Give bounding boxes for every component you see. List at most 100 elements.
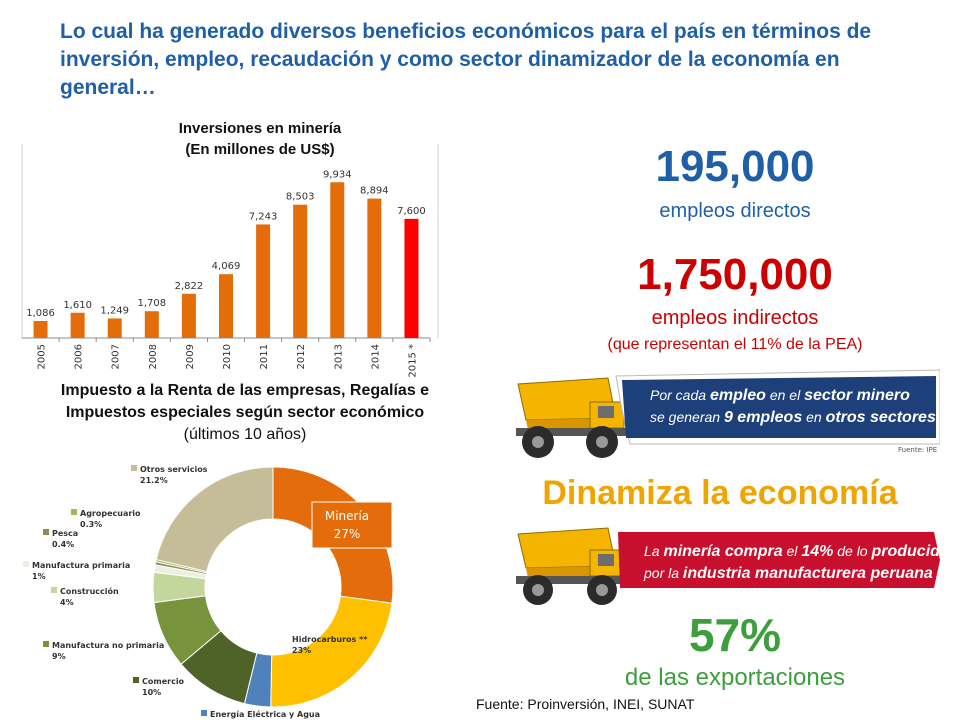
legend-swatch <box>43 529 49 535</box>
slice-name: Agropecuario <box>80 509 141 518</box>
banner2-text-1d: 14% <box>801 543 833 560</box>
slice-pct: 0.3% <box>80 520 102 529</box>
indirect-jobs-note: (que representan el 11% de la PEA) <box>607 336 863 353</box>
banner1-source: Fuente: IPE <box>898 446 937 454</box>
bar-category-label: 2012 <box>296 344 307 369</box>
banner1-text-1a: Por cada <box>650 387 710 403</box>
legend-swatch <box>71 509 77 515</box>
bar-category-label: 2014 <box>370 344 381 369</box>
bar-chart-title-line2: (En millones de US$) <box>185 141 335 158</box>
slice-name: Otros servicios <box>140 465 208 474</box>
slice-pct: 9% <box>52 652 66 661</box>
donut-legend-label: Construcción 4% <box>51 586 119 607</box>
banner1-text-2d: otros sectores <box>826 409 936 426</box>
dump-truck-icon <box>516 527 628 605</box>
jobs-banner: Por cada empleo en el sector minero se g… <box>516 369 940 458</box>
legend-swatch <box>131 465 137 471</box>
bar <box>33 320 48 338</box>
banner2-text-2a: por la <box>643 565 683 581</box>
donut-legend-label: Agropecuario 0.3% <box>71 509 141 529</box>
banner2-text-2b: industria manufacturera peruana <box>683 565 933 582</box>
bar <box>181 293 196 338</box>
bar <box>367 198 382 338</box>
pie-chart-title-line1: Impuesto a la Renta de las empresas, Reg… <box>60 382 430 399</box>
slice-pct: 10% <box>142 688 161 697</box>
mineria-callout: Minería 27% <box>311 501 393 549</box>
banner1-line2: se generan 9 empleos en otros sectores <box>650 409 936 426</box>
bar <box>70 312 85 338</box>
bar <box>293 204 308 338</box>
investment-bar-chart: 1,086 2005 1,610 2006 1,249 2007 1,708 2008 2,82… <box>21 144 439 378</box>
legend-swatch <box>51 587 57 593</box>
bar-category-label: 2015 * <box>407 344 418 378</box>
tax-donut-chart: Minería 27% Hidrocarburos ** 23% Energía Elé… <box>23 465 394 719</box>
mineria-callout-label: Minería <box>325 509 369 523</box>
donut-slice <box>270 595 393 708</box>
bar-category-label: 2010 <box>222 344 233 369</box>
slice-pct: 4% <box>60 598 74 607</box>
banner2-text-1b: minería compra <box>663 543 782 560</box>
mineria-callout-value: 27% <box>334 527 361 541</box>
slice-name: Energía Eléctrica y Agua <box>210 709 320 719</box>
mineria-callout-box <box>311 501 393 549</box>
pie-chart-title-line3: (últimos 10 años) <box>183 426 307 443</box>
dump-truck-icon <box>516 377 628 458</box>
slice-pct: 23% <box>292 646 311 655</box>
bar <box>107 318 122 338</box>
source-note: Fuente: Proinversión, INEI, SUNAT <box>476 696 695 712</box>
bar-value-label: 1,086 <box>26 308 55 319</box>
bar <box>330 182 345 338</box>
bar-category-label: 2006 <box>74 344 85 369</box>
indirect-jobs-label: empleos indirectos <box>651 307 819 329</box>
bar-value-label: 8,894 <box>360 186 389 197</box>
bar-category-label: 2011 <box>259 344 270 369</box>
direct-jobs-label: empleos directos <box>659 200 811 222</box>
bar-value-label: 1,708 <box>137 298 166 309</box>
banner2-text-1f: producido <box>870 543 940 560</box>
direct-jobs-value: 195,000 <box>655 142 815 191</box>
banner1-text-2c: en <box>802 409 825 425</box>
banner1-text-2b: 9 empleos <box>724 409 802 426</box>
bar-category-label: 2013 <box>333 344 344 369</box>
bar-value-label: 9,934 <box>323 169 352 180</box>
donut-legend-label: Hidrocarburos ** 23% <box>292 635 368 655</box>
bar-value-label: 7,243 <box>249 211 278 222</box>
legend-swatch <box>43 641 49 647</box>
bar-value-label: 1,610 <box>63 300 92 311</box>
donut-legend-label: Manufactura no primaria 9% <box>43 641 164 661</box>
bar <box>404 218 419 338</box>
banner1-text-1d: sector minero <box>804 387 910 404</box>
manufacturing-banner: La minería compra el 14% de lo producido… <box>516 527 940 605</box>
slice-pct: 21.2% <box>140 476 168 485</box>
pie-chart-title-line2: Impuestos especiales según sector económ… <box>65 404 425 421</box>
bar-category-label: 2005 <box>37 344 48 369</box>
donut-legend-label: Otros servicios 21.2% <box>131 465 208 485</box>
banner2-text-1e: de lo <box>833 543 871 559</box>
slice-name: Manufactura primaria <box>32 561 130 570</box>
banner1-text-1c: en el <box>766 387 804 403</box>
legend-swatch <box>201 710 207 716</box>
legend-swatch <box>133 677 139 683</box>
donut-legend-label: Pesca 0.4% <box>43 529 78 549</box>
slice-name: Hidrocarburos ** <box>292 635 368 644</box>
banner2-line1: La minería compra el 14% de lo producido <box>644 543 940 560</box>
bar-value-label: 1,249 <box>100 305 129 316</box>
indirect-jobs-value: 1,750,000 <box>637 250 833 299</box>
bar-chart-title-line1: Inversiones en minería <box>178 120 342 137</box>
slice-pct: 0.4% <box>52 540 74 549</box>
bar-value-label: 8,503 <box>286 192 315 203</box>
bar-value-label: 7,600 <box>397 206 426 217</box>
banner1-text-1b: empleo <box>710 387 766 404</box>
bar <box>256 224 271 338</box>
exports-value: 57% <box>688 609 782 661</box>
donut-legend-label: Energía Eléctrica y Agua <box>201 709 320 719</box>
donut-legend-label: Comercio 10% <box>133 677 185 697</box>
banner1-line1: Por cada empleo en el sector minero <box>650 387 910 404</box>
pie-chart-title: Impuesto a la Renta de las empresas, Reg… <box>10 380 480 446</box>
slice-pct: 1% <box>32 572 46 581</box>
banner2-line2: por la industria manufacturera peruana <box>643 565 933 582</box>
bar-category-label: 2008 <box>148 344 159 369</box>
donut-legend-label: Manufactura primaria 1% <box>23 561 130 581</box>
legend-swatch <box>23 561 29 567</box>
bar <box>144 311 159 338</box>
